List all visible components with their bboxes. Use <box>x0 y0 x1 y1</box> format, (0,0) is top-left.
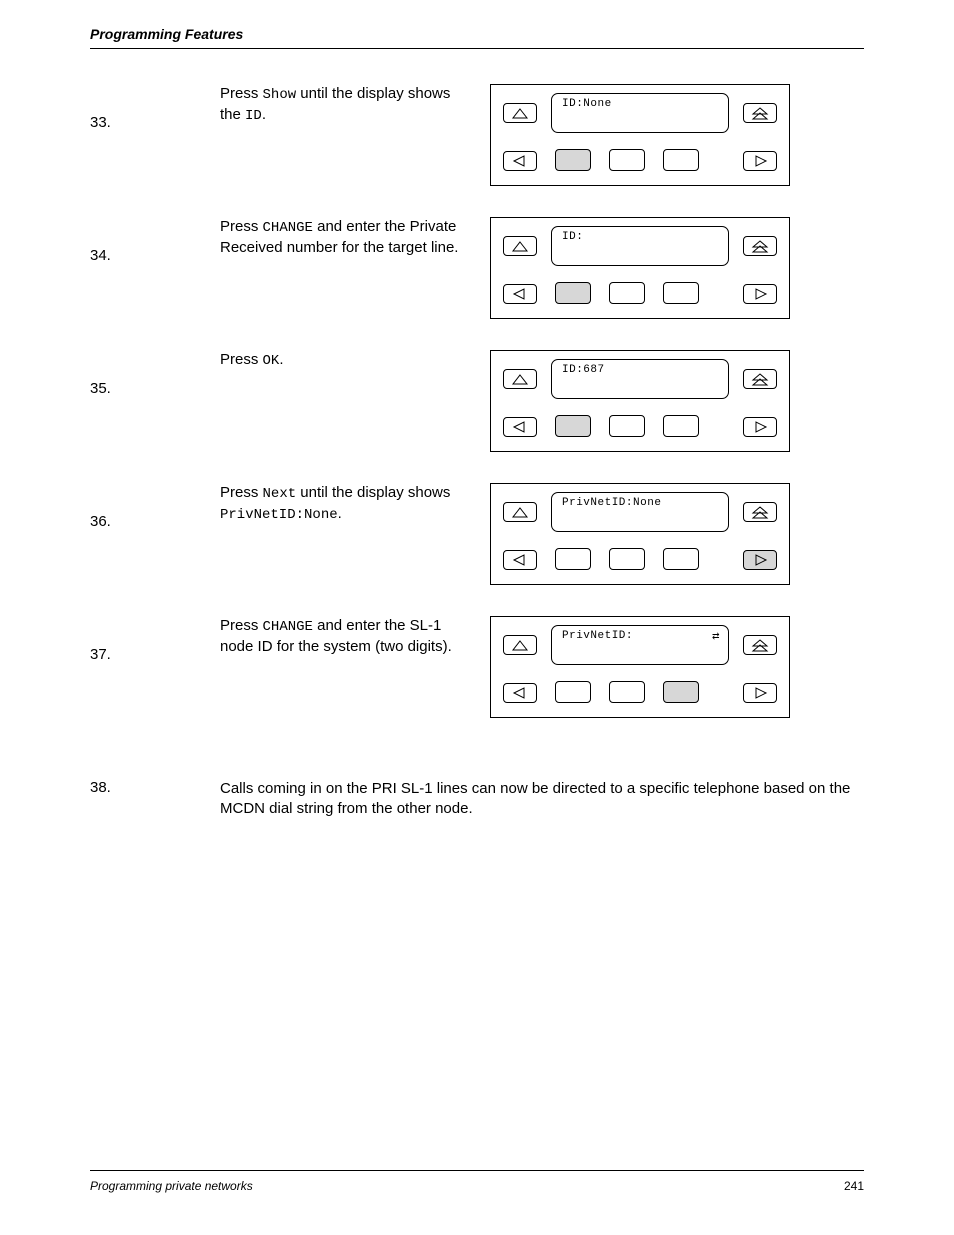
right-button[interactable] <box>743 550 777 570</box>
soft-button[interactable] <box>555 149 591 171</box>
left-button[interactable] <box>503 151 537 171</box>
top-rule <box>90 48 864 49</box>
soft-button[interactable] <box>663 681 699 703</box>
up-button[interactable] <box>503 635 537 655</box>
step-text: Calls coming in on the PRI SL-1 lines ca… <box>220 749 890 820</box>
up-button[interactable] <box>503 502 537 522</box>
up-button[interactable] <box>503 369 537 389</box>
step-number: 34. <box>90 217 220 264</box>
left-button[interactable] <box>503 284 537 304</box>
soft-button[interactable] <box>609 415 645 437</box>
lcd: ID:687 <box>551 359 729 399</box>
soft-button[interactable] <box>555 548 591 570</box>
step-number: 35. <box>90 350 220 397</box>
up-button[interactable] <box>503 103 537 123</box>
step: 36. Press Next until the display shows P… <box>90 483 864 585</box>
page-number: 241 <box>844 1179 864 1193</box>
remote-panel: ID: <box>490 217 790 319</box>
lcd: PrivNetID:None <box>551 492 729 532</box>
dup-button[interactable] <box>743 635 777 655</box>
soft-button[interactable] <box>609 149 645 171</box>
step-number: 37. <box>90 616 220 663</box>
soft-button[interactable] <box>663 282 699 304</box>
remote-panel: PrivNetID:None <box>490 483 790 585</box>
right-button[interactable] <box>743 417 777 437</box>
left-button[interactable] <box>503 417 537 437</box>
step-text: Press CHANGE and enter the Private Recei… <box>220 217 490 258</box>
soft-button[interactable] <box>555 282 591 304</box>
step-text: Press OK. <box>220 350 490 371</box>
step-text: Press Show until the display shows the I… <box>220 84 490 126</box>
lcd: ⇄ PrivNetID: <box>551 625 729 665</box>
soft-button[interactable] <box>609 681 645 703</box>
step: 37. Press CHANGE and enter the SL-1 node… <box>90 616 864 718</box>
right-button[interactable] <box>743 284 777 304</box>
remote-panel: ID:None <box>490 84 790 186</box>
step-number: 36. <box>90 483 220 530</box>
footer: Programming private networks 241 <box>90 1179 864 1193</box>
up-button[interactable] <box>503 236 537 256</box>
soft-button[interactable] <box>555 415 591 437</box>
header-title: Programming Features <box>90 26 243 42</box>
soft-button[interactable] <box>555 681 591 703</box>
lcd: ID:None <box>551 93 729 133</box>
footer-section: Programming private networks <box>90 1179 253 1193</box>
remote-panel: ⇄ PrivNetID: <box>490 616 790 718</box>
dup-button[interactable] <box>743 236 777 256</box>
bottom-rule <box>90 1170 864 1171</box>
dup-button[interactable] <box>743 502 777 522</box>
right-button[interactable] <box>743 683 777 703</box>
soft-button[interactable] <box>609 282 645 304</box>
step-number: 33. <box>90 84 220 131</box>
dup-button[interactable] <box>743 103 777 123</box>
soft-button[interactable] <box>663 149 699 171</box>
left-button[interactable] <box>503 550 537 570</box>
step: 34. Press CHANGE and enter the Private R… <box>90 217 864 319</box>
step: 38. Calls coming in on the PRI SL-1 line… <box>90 749 864 820</box>
dup-button[interactable] <box>743 369 777 389</box>
lcd: ID: <box>551 226 729 266</box>
soft-button[interactable] <box>663 548 699 570</box>
content: 33. Press Show until the display shows t… <box>90 34 864 820</box>
right-button[interactable] <box>743 151 777 171</box>
step-text: Press Next until the display shows PrivN… <box>220 483 490 525</box>
shift-icon: ⇄ <box>712 630 720 642</box>
remote-panel: ID:687 <box>490 350 790 452</box>
step: 33. Press Show until the display shows t… <box>90 84 864 186</box>
soft-button[interactable] <box>663 415 699 437</box>
soft-button[interactable] <box>609 548 645 570</box>
step: 35. Press OK. ID:687 <box>90 350 864 452</box>
step-number: 38. <box>90 749 220 796</box>
step-text: Press CHANGE and enter the SL-1 node ID … <box>220 616 490 657</box>
left-button[interactable] <box>503 683 537 703</box>
page: Programming Features 33. Press Show unti… <box>0 0 954 1235</box>
